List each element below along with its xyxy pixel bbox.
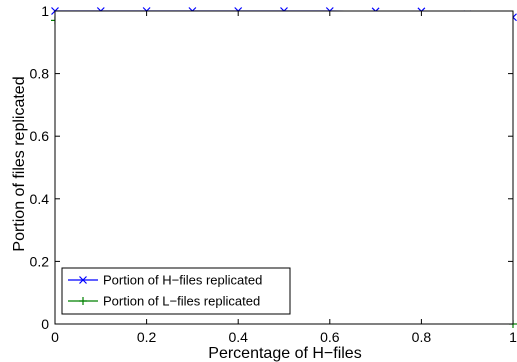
y-tick-label: 0.6 xyxy=(30,128,50,144)
y-tick-label: 0.2 xyxy=(30,253,50,269)
y-tick-label: 0.8 xyxy=(30,66,50,82)
legend: Portion of H−files replicated Portion of … xyxy=(61,267,291,315)
x-tick-label: 0.6 xyxy=(320,329,340,345)
y-axis-title: Portion of files replicated xyxy=(11,76,28,251)
x-tick-label: 0.2 xyxy=(137,329,157,345)
x-tick-label: 0.4 xyxy=(228,329,248,345)
y-tick-label: 0 xyxy=(41,316,49,332)
legend-label: Portion of H−files replicated xyxy=(103,273,262,288)
legend-entry-2: Portion of L−files replicated xyxy=(68,294,260,309)
x-tick-label: 1 xyxy=(509,329,517,345)
legend-marker xyxy=(79,276,87,284)
legend-box xyxy=(61,267,291,315)
y-tick-label: 0.4 xyxy=(30,191,50,207)
x-tick-label: 0 xyxy=(51,329,59,345)
legend-entry-1: Portion of H−files replicated xyxy=(68,273,262,288)
x-tick-label: 0.8 xyxy=(412,329,432,345)
y-tick-label: 1 xyxy=(41,3,49,19)
legend-label: Portion of L−files replicated xyxy=(103,294,260,309)
x-axis-title: Percentage of H−files xyxy=(208,345,361,362)
